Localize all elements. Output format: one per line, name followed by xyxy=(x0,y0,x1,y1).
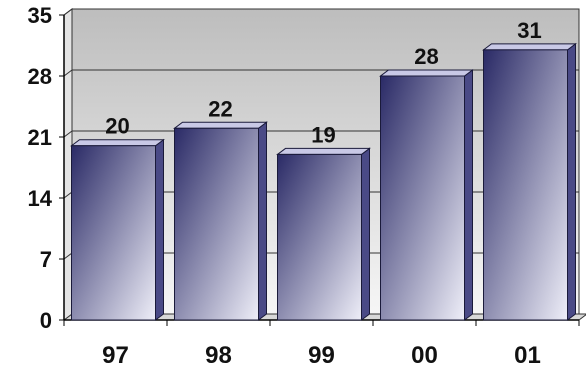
data-labels: 20 22 19 28 31 xyxy=(105,18,541,148)
bar-side xyxy=(464,69,473,321)
bar-top xyxy=(482,43,577,51)
data-label: 20 xyxy=(105,114,129,139)
data-label: 28 xyxy=(414,44,438,69)
x-tick-label: 99 xyxy=(308,342,335,366)
data-label: 31 xyxy=(517,18,541,43)
gridline-depth xyxy=(63,69,73,77)
bar-side xyxy=(155,138,164,321)
y-tick-label: 28 xyxy=(28,64,52,89)
x-axis: 97 98 99 00 01 xyxy=(63,319,580,366)
bar xyxy=(276,147,371,321)
gridline-depth xyxy=(63,252,73,260)
bar-front xyxy=(71,145,156,321)
bar-side xyxy=(258,121,267,321)
data-label: 19 xyxy=(311,122,335,147)
x-tick-label: 97 xyxy=(102,342,129,366)
bar-side xyxy=(567,42,576,321)
bar-top xyxy=(173,121,268,129)
plot-side-wall xyxy=(63,8,73,321)
bar xyxy=(70,138,165,321)
bar xyxy=(379,69,474,321)
x-tick-label: 00 xyxy=(411,342,438,366)
bar-side xyxy=(361,147,370,321)
bar-front xyxy=(380,75,465,321)
gridline-depth xyxy=(63,8,73,16)
bar-top xyxy=(276,147,371,155)
bar xyxy=(173,121,268,321)
y-tick-label: 21 xyxy=(28,125,52,150)
y-tick-label: 14 xyxy=(28,186,53,211)
bar-front xyxy=(174,127,259,321)
y-tick-label: 7 xyxy=(40,247,52,272)
x-tick-label: 98 xyxy=(205,342,232,366)
bar-top xyxy=(379,69,474,77)
y-axis: 0 7 14 21 28 35 xyxy=(28,3,65,333)
gridline-depth xyxy=(63,130,73,138)
x-tick-label: 01 xyxy=(514,342,541,366)
y-tick-label: 35 xyxy=(28,3,52,28)
bar-top xyxy=(70,139,165,147)
bar-front xyxy=(483,49,568,321)
y-tick-label: 0 xyxy=(40,308,52,333)
gridline-depth xyxy=(63,191,73,199)
bar-front xyxy=(277,153,362,321)
bars xyxy=(70,42,577,321)
bar xyxy=(482,42,577,321)
data-label: 22 xyxy=(208,96,232,121)
